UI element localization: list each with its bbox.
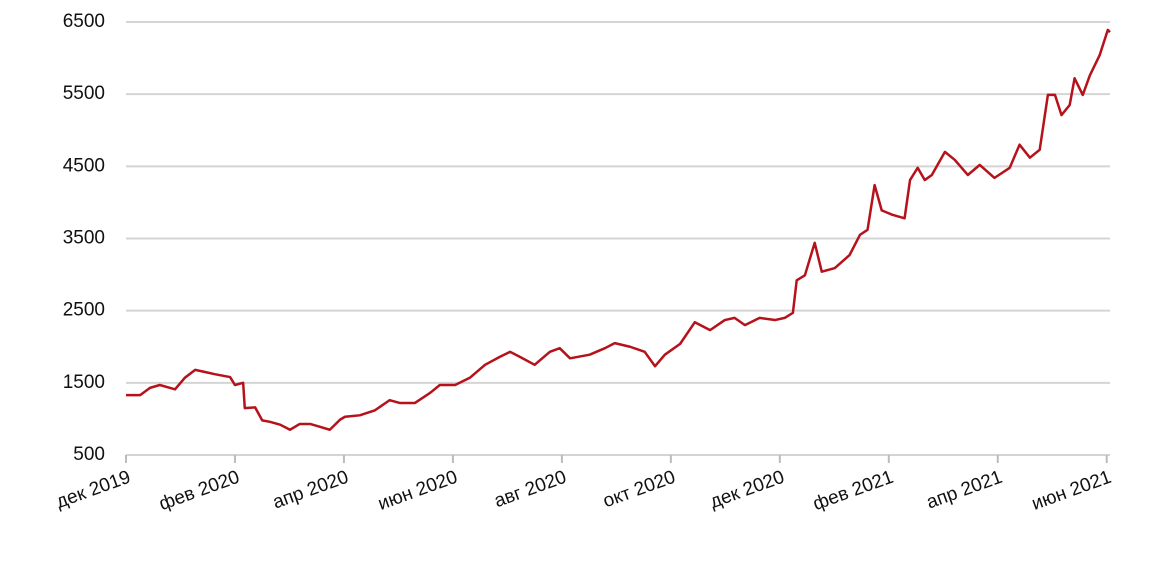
x-tick-label: дек 2020 — [707, 467, 787, 513]
x-tick-label: апр 2021 — [924, 467, 1005, 514]
x-tick-label: июн 2021 — [1029, 467, 1114, 515]
y-tick-label: 3500 — [63, 228, 105, 249]
y-tick-label: 2500 — [63, 300, 105, 321]
y-tick-label: 4500 — [63, 155, 105, 176]
x-tick-label: июн 2020 — [375, 467, 460, 515]
line — [126, 28, 1111, 431]
x-tick-label: фев 2020 — [156, 467, 242, 515]
y-tick-label: 500 — [73, 444, 105, 465]
x-tick-label: окт 2020 — [600, 467, 678, 513]
x-tick-label: дек 2019 — [53, 467, 133, 513]
x-tick-label: авг 2020 — [492, 467, 570, 512]
y-tick-label: 6500 — [63, 11, 105, 32]
y-tick-label: 1500 — [63, 372, 105, 393]
x-tick-label: апр 2020 — [270, 467, 351, 514]
x-tick-label: фев 2021 — [810, 467, 896, 515]
y-tick-label: 5500 — [63, 83, 105, 104]
